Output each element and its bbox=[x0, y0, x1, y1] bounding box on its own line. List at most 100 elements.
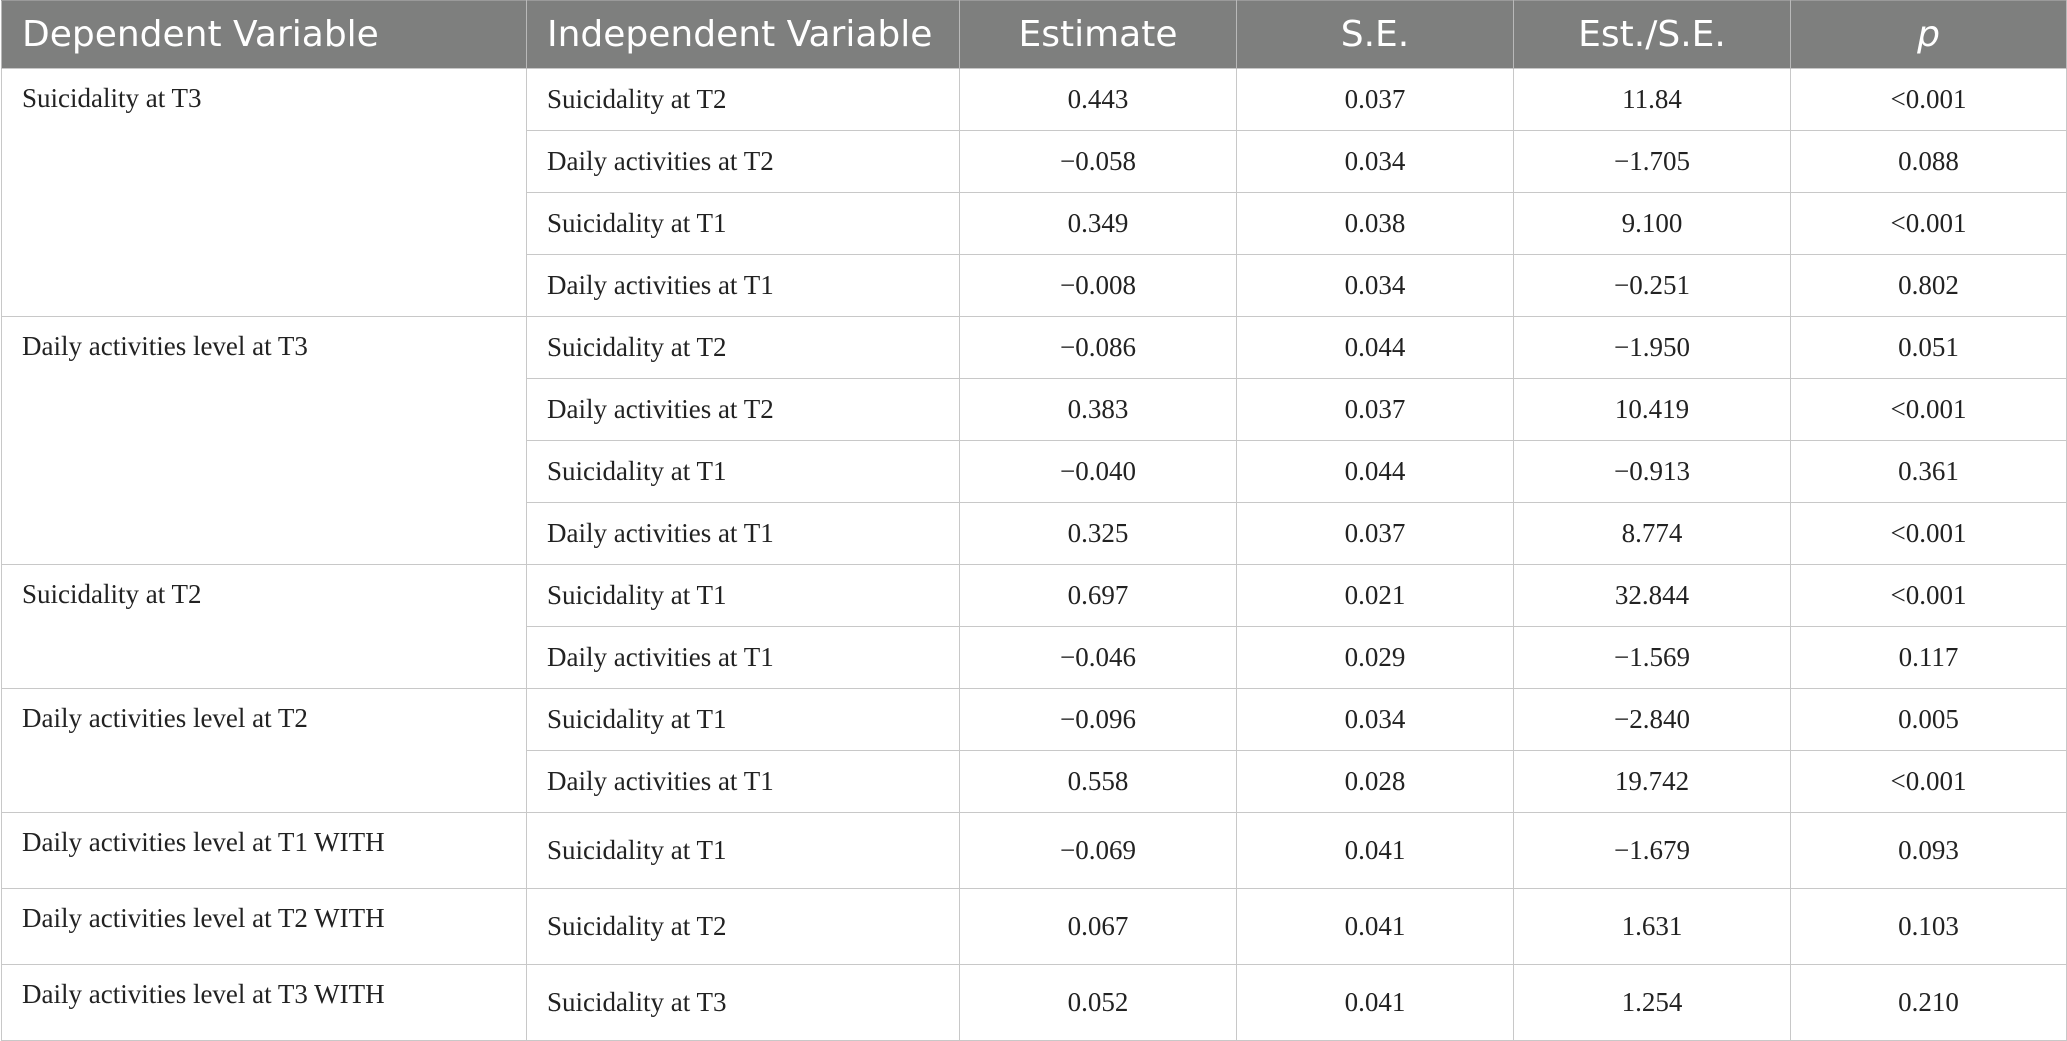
est-se-cell: 1.631 bbox=[1513, 888, 1791, 965]
se-cell: 0.029 bbox=[1236, 626, 1514, 689]
independent-variable-cell: Suicidality at T1 bbox=[526, 192, 960, 255]
table-row: Daily activities level at T3 Suicidality … bbox=[1, 316, 2067, 565]
est-se-cell: 9.100 bbox=[1513, 192, 1791, 255]
estimate-cell: 0.067 bbox=[959, 888, 1237, 965]
independent-variable-cell: Suicidality at T1 bbox=[526, 812, 960, 889]
est-se-cell: 8.774 bbox=[1513, 502, 1791, 565]
p-value-cell: 0.093 bbox=[1790, 812, 2067, 889]
table-row: Daily activities at T1 −0.046 0.029 −1.569 0… bbox=[2, 626, 2067, 689]
dependent-variable-cell: Daily activities level at T3 WITH bbox=[1, 964, 527, 1041]
independent-variable-cell: Daily activities at T2 bbox=[526, 130, 960, 193]
table-row: Daily activities at T2 0.383 0.037 10.419 <0… bbox=[2, 378, 2067, 441]
p-value-cell: <0.001 bbox=[1790, 192, 2067, 255]
p-value-cell: 0.802 bbox=[1790, 254, 2067, 317]
se-cell: 0.041 bbox=[1236, 888, 1514, 965]
dependent-variable-cell: Daily activities level at T2 bbox=[1, 688, 527, 813]
estimate-cell: −0.086 bbox=[959, 316, 1237, 379]
table-row: Daily activities at T1 0.325 0.037 8.774 <0.… bbox=[2, 502, 2067, 565]
header-p-label: p bbox=[1917, 14, 1940, 55]
dependent-variable-cell: Suicidality at T2 bbox=[1, 564, 527, 689]
header-estimate: Estimate bbox=[959, 0, 1237, 69]
se-cell: 0.037 bbox=[1236, 378, 1514, 441]
table-row: Daily activities at T1 −0.008 0.034 −0.251 0… bbox=[2, 254, 2067, 317]
header-p: p bbox=[1790, 0, 2067, 69]
table-header: Dependent Variable Independent Variable … bbox=[1, 0, 2067, 69]
se-cell: 0.041 bbox=[1236, 964, 1514, 1041]
table-row: Daily activities level at T3 WITH Suicida… bbox=[1, 964, 2067, 1041]
est-se-cell: −1.705 bbox=[1513, 130, 1791, 193]
table-row: Daily activities level at T2 Suicidality … bbox=[1, 688, 2067, 813]
estimate-cell: −0.069 bbox=[959, 812, 1237, 889]
independent-variable-cell: Daily activities at T2 bbox=[526, 378, 960, 441]
p-value-cell: <0.001 bbox=[1790, 378, 2067, 441]
dependent-variable-cell: Daily activities level at T3 bbox=[1, 316, 527, 565]
est-se-cell: −0.913 bbox=[1513, 440, 1791, 503]
se-cell: 0.041 bbox=[1236, 812, 1514, 889]
table-row: Daily activities level at T1 WITH Suicida… bbox=[1, 812, 2067, 889]
est-se-cell: −2.840 bbox=[1513, 688, 1791, 751]
p-value-cell: 0.103 bbox=[1790, 888, 2067, 965]
se-cell: 0.034 bbox=[1236, 254, 1514, 317]
header-est-se: Est./S.E. bbox=[1513, 0, 1791, 69]
dependent-variable-cell: Suicidality at T3 bbox=[1, 68, 527, 317]
estimate-cell: −0.096 bbox=[959, 688, 1237, 751]
estimate-cell: 0.558 bbox=[959, 750, 1237, 813]
independent-variable-cell: Suicidality at T1 bbox=[526, 688, 960, 751]
se-cell: 0.021 bbox=[1236, 564, 1514, 627]
table-row: Suicidality at T1 −0.040 0.044 −0.913 0.361 bbox=[2, 440, 2067, 503]
p-value-cell: 0.361 bbox=[1790, 440, 2067, 503]
estimate-cell: −0.040 bbox=[959, 440, 1237, 503]
estimate-cell: 0.325 bbox=[959, 502, 1237, 565]
header-row: Dependent Variable Independent Variable … bbox=[1, 0, 2067, 69]
se-cell: 0.037 bbox=[1236, 68, 1514, 131]
estimate-cell: 0.349 bbox=[959, 192, 1237, 255]
estimate-cell: −0.058 bbox=[959, 130, 1237, 193]
p-value-cell: <0.001 bbox=[1790, 564, 2067, 627]
p-value-cell: 0.088 bbox=[1790, 130, 2067, 193]
se-cell: 0.037 bbox=[1236, 502, 1514, 565]
p-value-cell: 0.051 bbox=[1790, 316, 2067, 379]
se-cell: 0.038 bbox=[1236, 192, 1514, 255]
se-cell: 0.034 bbox=[1236, 688, 1514, 751]
est-se-cell: 11.84 bbox=[1513, 68, 1791, 131]
table-row: Suicidality at T2 Suicidality at T1 0.697 0… bbox=[1, 564, 2067, 689]
dependent-variable-cell: Daily activities level at T2 WITH bbox=[1, 888, 527, 965]
p-value-cell: <0.001 bbox=[1790, 750, 2067, 813]
p-value-cell: <0.001 bbox=[1790, 502, 2067, 565]
independent-variable-cell: Daily activities at T1 bbox=[526, 626, 960, 689]
p-value-cell: 0.117 bbox=[1790, 626, 2067, 689]
p-value-cell: 0.005 bbox=[1790, 688, 2067, 751]
est-se-cell: 19.742 bbox=[1513, 750, 1791, 813]
independent-variable-cell: Suicidality at T2 bbox=[526, 888, 960, 965]
est-se-cell: −1.950 bbox=[1513, 316, 1791, 379]
p-value-cell: 0.210 bbox=[1790, 964, 2067, 1041]
estimate-cell: −0.008 bbox=[959, 254, 1237, 317]
independent-variable-cell: Daily activities at T1 bbox=[526, 750, 960, 813]
est-se-cell: 10.419 bbox=[1513, 378, 1791, 441]
table-row: Suicidality at T1 0.349 0.038 9.100 <0.001 bbox=[2, 192, 2067, 255]
estimate-cell: 0.383 bbox=[959, 378, 1237, 441]
se-cell: 0.034 bbox=[1236, 130, 1514, 193]
independent-variable-cell: Daily activities at T1 bbox=[526, 254, 960, 317]
independent-variable-cell: Suicidality at T1 bbox=[526, 440, 960, 503]
se-cell: 0.028 bbox=[1236, 750, 1514, 813]
table-row: Daily activities level at T2 WITH Suicida… bbox=[1, 888, 2067, 965]
estimate-cell: 0.052 bbox=[959, 964, 1237, 1041]
p-value-cell: <0.001 bbox=[1790, 68, 2067, 131]
independent-variable-cell: Suicidality at T2 bbox=[526, 68, 960, 131]
est-se-cell: −0.251 bbox=[1513, 254, 1791, 317]
est-se-cell: 32.844 bbox=[1513, 564, 1791, 627]
table-row: Suicidality at T3 Suicidality at T2 0.443 0… bbox=[1, 68, 2067, 317]
header-independent-variable: Independent Variable bbox=[526, 0, 960, 69]
header-se: S.E. bbox=[1236, 0, 1514, 69]
independent-variable-cell: Suicidality at T1 bbox=[526, 564, 960, 627]
table-row: Daily activities at T1 0.558 0.028 19.742 <0… bbox=[2, 750, 2067, 813]
est-se-cell: 1.254 bbox=[1513, 964, 1791, 1041]
estimate-cell: −0.046 bbox=[959, 626, 1237, 689]
table-body: Suicidality at T3 Suicidality at T2 0.443 0… bbox=[1, 68, 2067, 1041]
header-dependent-variable: Dependent Variable bbox=[1, 0, 527, 69]
est-se-cell: −1.569 bbox=[1513, 626, 1791, 689]
estimate-cell: 0.443 bbox=[959, 68, 1237, 131]
